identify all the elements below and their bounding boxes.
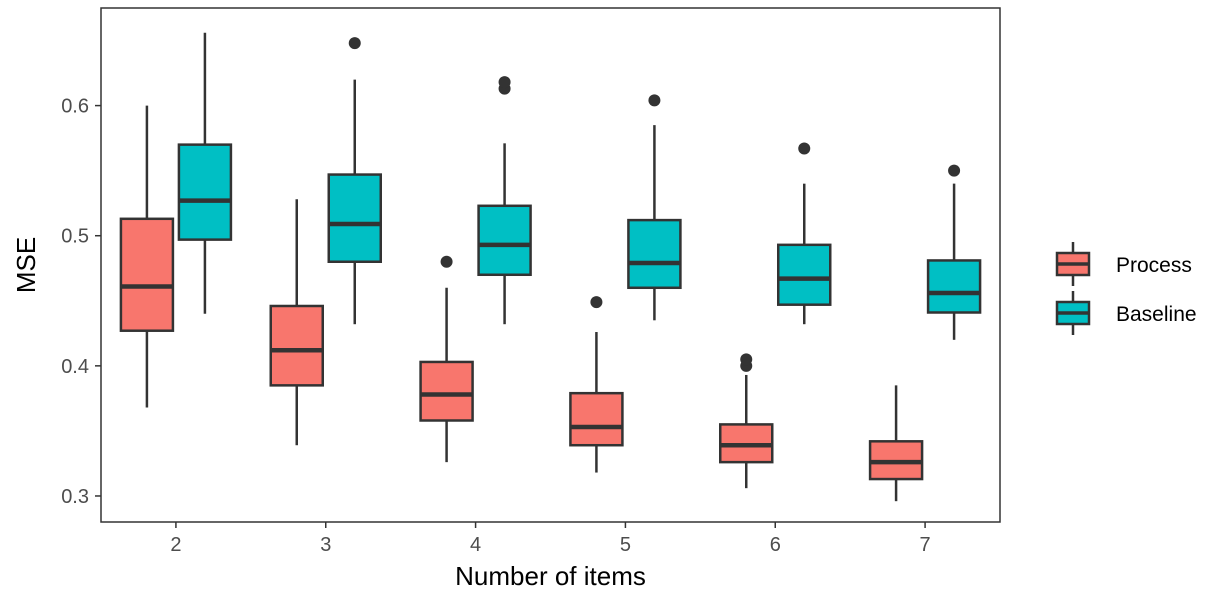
plot-panel-border [100, 7, 1001, 523]
legend-label: Baseline [1116, 303, 1197, 326]
iqr-box [926, 259, 982, 314]
iqr-box [627, 218, 682, 290]
iqr-box [777, 243, 832, 306]
iqr-box [327, 173, 382, 263]
baseline-box-6 [777, 142, 832, 325]
legend-item-baseline: Baseline [1055, 291, 1197, 335]
outlier-point [590, 296, 603, 309]
x-tick-label: 6 [770, 534, 781, 556]
baseline-box-7 [926, 164, 982, 340]
x-tick-label: 3 [320, 534, 331, 556]
process-box-3 [269, 199, 324, 446]
iqr-box [569, 391, 624, 447]
process-box-4 [419, 255, 474, 463]
y-tick-label: 0.5 [61, 226, 89, 248]
iqr-box [177, 143, 233, 241]
y-axis: 0.3 0.4 0.5 0.6 [61, 96, 101, 508]
baseline-box-3 [327, 37, 382, 325]
y-axis-title: MSE [11, 237, 41, 293]
outlier-point [740, 353, 753, 366]
legend-label: Process [1116, 254, 1192, 277]
process-box-5 [569, 296, 624, 473]
outlier-point [948, 164, 961, 177]
legend-item-process: Process [1055, 242, 1192, 286]
boxes-layer [119, 32, 982, 502]
process-box-6 [719, 353, 774, 489]
y-tick-label: 0.4 [61, 356, 89, 378]
x-tick-label: 5 [620, 534, 631, 556]
process-box-7 [868, 385, 924, 502]
y-tick-label: 0.6 [61, 96, 89, 118]
x-axis: 2 3 4 5 6 7 [170, 522, 931, 556]
iqr-box [419, 360, 474, 422]
outlier-point [440, 255, 453, 268]
baseline-box-2 [177, 32, 233, 314]
baseline-box-5 [627, 94, 682, 321]
outlier-point [348, 37, 361, 50]
x-tick-label: 2 [170, 534, 181, 556]
outlier-point [648, 94, 661, 107]
iqr-box [477, 204, 532, 277]
iqr-box [119, 217, 175, 332]
x-tick-label: 4 [470, 534, 481, 556]
baseline-box-4 [477, 76, 532, 325]
x-axis-title: Number of items [455, 561, 646, 591]
outlier-point [798, 142, 811, 155]
legend: Process Baseline [1055, 242, 1197, 335]
outlier-point [498, 76, 511, 89]
x-tick-label: 7 [920, 534, 931, 556]
iqr-box [269, 304, 324, 387]
y-tick-label: 0.3 [61, 486, 89, 508]
process-box-2 [119, 105, 175, 408]
